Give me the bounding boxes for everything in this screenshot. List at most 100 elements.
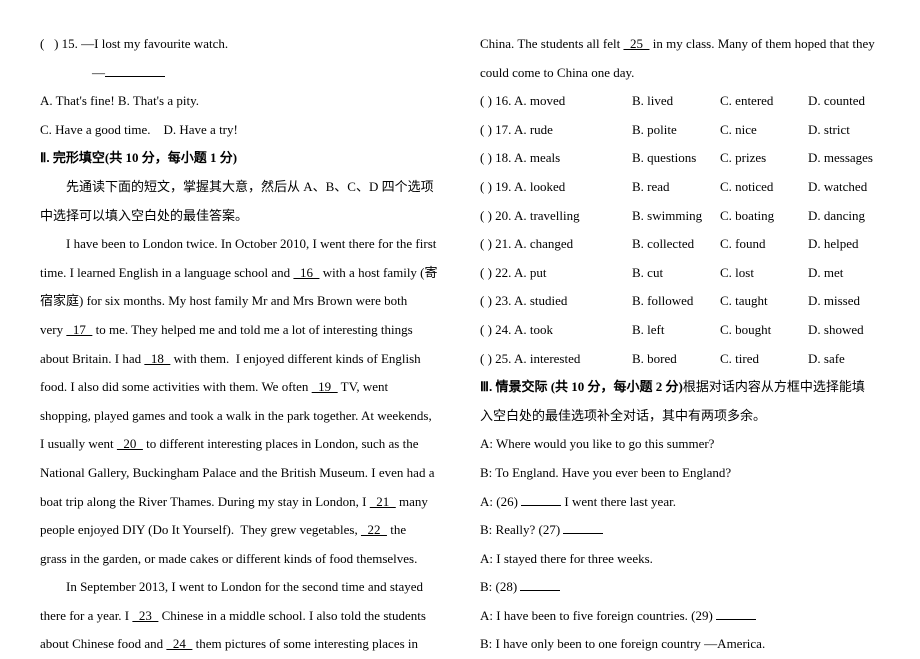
option-cell: C. lost [720,259,808,288]
option-cell: ( ) 24. A. took [480,316,632,345]
passage-line: boat trip along the River Thames. During… [40,488,440,517]
section-3-title: Ⅲ. 情景交际 (共 10 分，每小题 2 分)根据对话内容从方框中选择能填 [480,373,880,402]
option-cell: C. prizes [720,144,808,173]
passage-line: shopping, played games and took a walk i… [40,402,440,431]
passage-line: very 17 to me. They helped me and told m… [40,316,440,345]
option-cell: C. noticed [720,173,808,202]
option-cell: B. bored [632,345,720,374]
option-cell: D. met [808,259,880,288]
passage-line: time. I learned English in a language sc… [40,259,440,288]
option-row: ( ) 20. A. travellingB. swimmingC. boati… [480,202,880,231]
passage-line: National Gallery, Buckingham Palace and … [40,459,440,488]
option-row: ( ) 22. A. putB. cutC. lostD. met [480,259,880,288]
option-row: ( ) 23. A. studiedB. followedC. taughtD.… [480,287,880,316]
dialogue-line: B: I have only been to one foreign count… [480,630,880,659]
option-cell: D. showed [808,316,880,345]
option-row: ( ) 24. A. tookB. leftC. boughtD. showed [480,316,880,345]
option-cell: ( ) 20. A. travelling [480,202,632,231]
left-column: ( ) 15. —I lost my favourite watch. — A.… [40,30,440,621]
option-row: ( ) 19. A. lookedB. readC. noticedD. wat… [480,173,880,202]
option-cell: B. questions [632,144,720,173]
option-cell: B. cut [632,259,720,288]
blank-29 [716,619,756,620]
passage-line: grass in the garden, or made cakes or di… [40,545,440,574]
passage-line: about Chinese food and 24 them pictures … [40,630,440,659]
option-cell: ( ) 25. A. interested [480,345,632,374]
right-column: China. The students all felt 25 in my cl… [480,30,880,621]
blank-19: 19 [312,379,338,394]
option-cell: C. entered [720,87,808,116]
blank-20: 20 [117,436,143,451]
passage-line: 宿家庭) for six months. My host family Mr a… [40,287,440,316]
option-cell: C. found [720,230,808,259]
option-cell: B. followed [632,287,720,316]
option-cell: C. boating [720,202,808,231]
passage-line: In September 2013, I went to London for … [40,573,440,602]
option-cell: B. swimming [632,202,720,231]
blank-17: 17 [66,322,92,337]
blank-18: 18 [144,351,170,366]
blank-line [105,76,165,77]
q15-dash: — [40,59,440,88]
option-cell: C. nice [720,116,808,145]
option-cell: D. strict [808,116,880,145]
cloze-options: ( ) 16. A. movedB. livedC. enteredD. cou… [480,87,880,373]
option-cell: ( ) 19. A. looked [480,173,632,202]
option-cell: C. taught [720,287,808,316]
dialogue-line: B: (28) [480,573,880,602]
option-cell: C. tired [720,345,808,374]
option-cell: B. lived [632,87,720,116]
option-cell: D. dancing [808,202,880,231]
dialogue-line: B: Really? (27) [480,516,880,545]
blank-27 [563,533,603,534]
option-cell: ( ) 17. A. rude [480,116,632,145]
blank-16: 16 [293,265,319,280]
q15-stem: ( ) 15. —I lost my favourite watch. [40,30,440,59]
blank-22: 22 [361,522,387,537]
passage-line: food. I also did some activities with th… [40,373,440,402]
blank-21: 21 [370,494,396,509]
option-cell: D. missed [808,287,880,316]
passage-line: I usually went 20 to different interesti… [40,430,440,459]
section-2-instruction: 先通读下面的短文，掌握其大意，然后从 A、B、C、D 四个选项中选择可以填入空白… [40,173,440,230]
option-cell: ( ) 18. A. meals [480,144,632,173]
option-row: ( ) 16. A. movedB. livedC. enteredD. cou… [480,87,880,116]
option-cell: D. messages [808,144,880,173]
option-cell: D. safe [808,345,880,374]
q15-opts-cd: C. Have a good time. D. Have a try! [40,116,440,145]
section-2-title: Ⅱ. 完形填空(共 10 分，每小题 1 分) [40,144,440,173]
passage-continuation: could come to China one day. [480,59,880,88]
passage-line: about Britain. I had 18 with them. I enj… [40,345,440,374]
blank-26 [521,505,561,506]
blank-28 [520,590,560,591]
dialogue-line: B: To England. Have you ever been to Eng… [480,459,880,488]
option-cell: ( ) 16. A. moved [480,87,632,116]
option-cell: ( ) 23. A. studied [480,287,632,316]
option-cell: C. bought [720,316,808,345]
option-row: ( ) 17. A. rudeB. politeC. niceD. strict [480,116,880,145]
option-cell: D. counted [808,87,880,116]
option-row: ( ) 21. A. changedB. collectedC. foundD.… [480,230,880,259]
dialogue-line: A: (26) I went there last year. [480,488,880,517]
option-cell: D. watched [808,173,880,202]
passage-line: people enjoyed DIY (Do It Yourself). The… [40,516,440,545]
dialogue-line: A: I have been to five foreign countries… [480,602,880,631]
passage-line: I have been to London twice. In October … [40,230,440,259]
option-cell: D. helped [808,230,880,259]
option-cell: B. polite [632,116,720,145]
option-row: ( ) 25. A. interestedB. boredC. tiredD. … [480,345,880,374]
option-cell: B. collected [632,230,720,259]
dialogue-line: A: Where would you like to go this summe… [480,430,880,459]
dialogue-line: A: I stayed there for three weeks. [480,545,880,574]
option-cell: ( ) 22. A. put [480,259,632,288]
option-cell: ( ) 21. A. changed [480,230,632,259]
section-3-instruction: 入空白处的最佳选项补全对话，其中有两项多余。 [480,402,880,431]
blank-24: 24 [166,636,192,651]
blank-23: 23 [132,608,158,623]
option-cell: B. read [632,173,720,202]
blank-25: 25 [623,36,649,51]
passage-line: there for a year. I 23 Chinese in a midd… [40,602,440,631]
option-cell: B. left [632,316,720,345]
q15-opts-ab: A. That's fine! B. That's a pity. [40,87,440,116]
passage-continuation: China. The students all felt 25 in my cl… [480,30,880,59]
